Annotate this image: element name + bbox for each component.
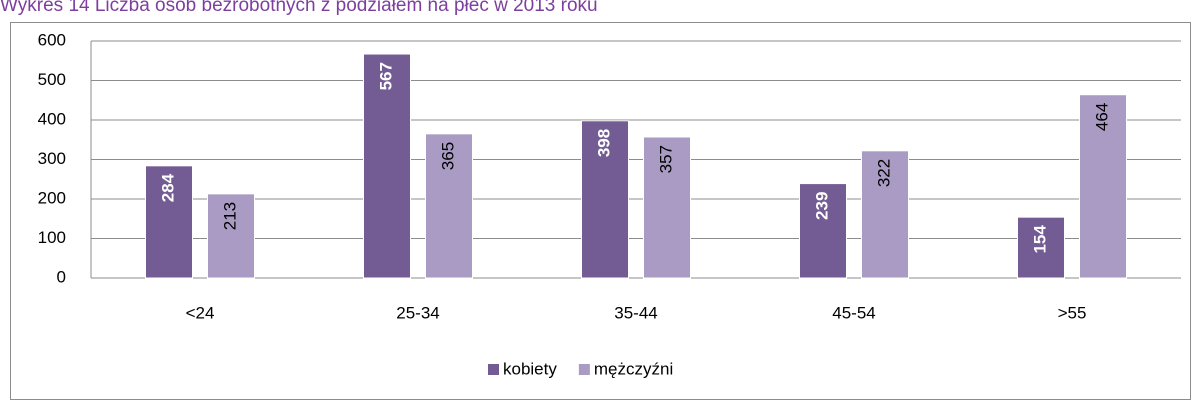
value-label: 365 xyxy=(438,142,457,170)
value-label: 464 xyxy=(1092,103,1111,131)
legend-swatch xyxy=(488,364,499,375)
bar xyxy=(1079,94,1127,279)
legend-label: kobiety xyxy=(503,359,557,378)
chart-title: Wykres 14 Liczba osób bezrobotnych z pod… xyxy=(0,0,598,16)
value-label: 322 xyxy=(874,159,893,187)
bar xyxy=(643,136,691,279)
bar xyxy=(1017,216,1065,279)
y-tick-label: 400 xyxy=(38,109,66,128)
y-tick-label: 200 xyxy=(38,188,66,207)
value-label: 284 xyxy=(158,173,177,202)
bar xyxy=(581,120,629,279)
x-tick-label: 35-44 xyxy=(614,303,657,322)
x-tick-label: 45-54 xyxy=(832,303,875,322)
value-label: 398 xyxy=(594,129,613,157)
legend-swatch xyxy=(578,364,590,375)
bar xyxy=(363,53,411,279)
bar xyxy=(145,165,193,279)
x-tick-label: <24 xyxy=(186,303,215,322)
legend-label: mężczyźni xyxy=(594,359,673,378)
value-label: 154 xyxy=(1030,225,1049,254)
bar xyxy=(425,133,473,279)
y-tick-label: 600 xyxy=(38,30,66,49)
y-tick-label: 300 xyxy=(38,149,66,168)
value-label: 239 xyxy=(812,192,831,220)
bar xyxy=(861,150,909,279)
y-tick-label: 500 xyxy=(38,70,66,89)
value-label: 567 xyxy=(376,62,395,90)
y-tick-label: 0 xyxy=(57,267,66,286)
value-label: 357 xyxy=(656,145,675,173)
bar xyxy=(207,193,255,279)
y-tick-label: 100 xyxy=(38,228,66,247)
value-label: 213 xyxy=(220,202,239,230)
x-tick-label: >55 xyxy=(1058,303,1087,322)
bar xyxy=(799,183,847,279)
x-tick-label: 25-34 xyxy=(396,303,439,322)
